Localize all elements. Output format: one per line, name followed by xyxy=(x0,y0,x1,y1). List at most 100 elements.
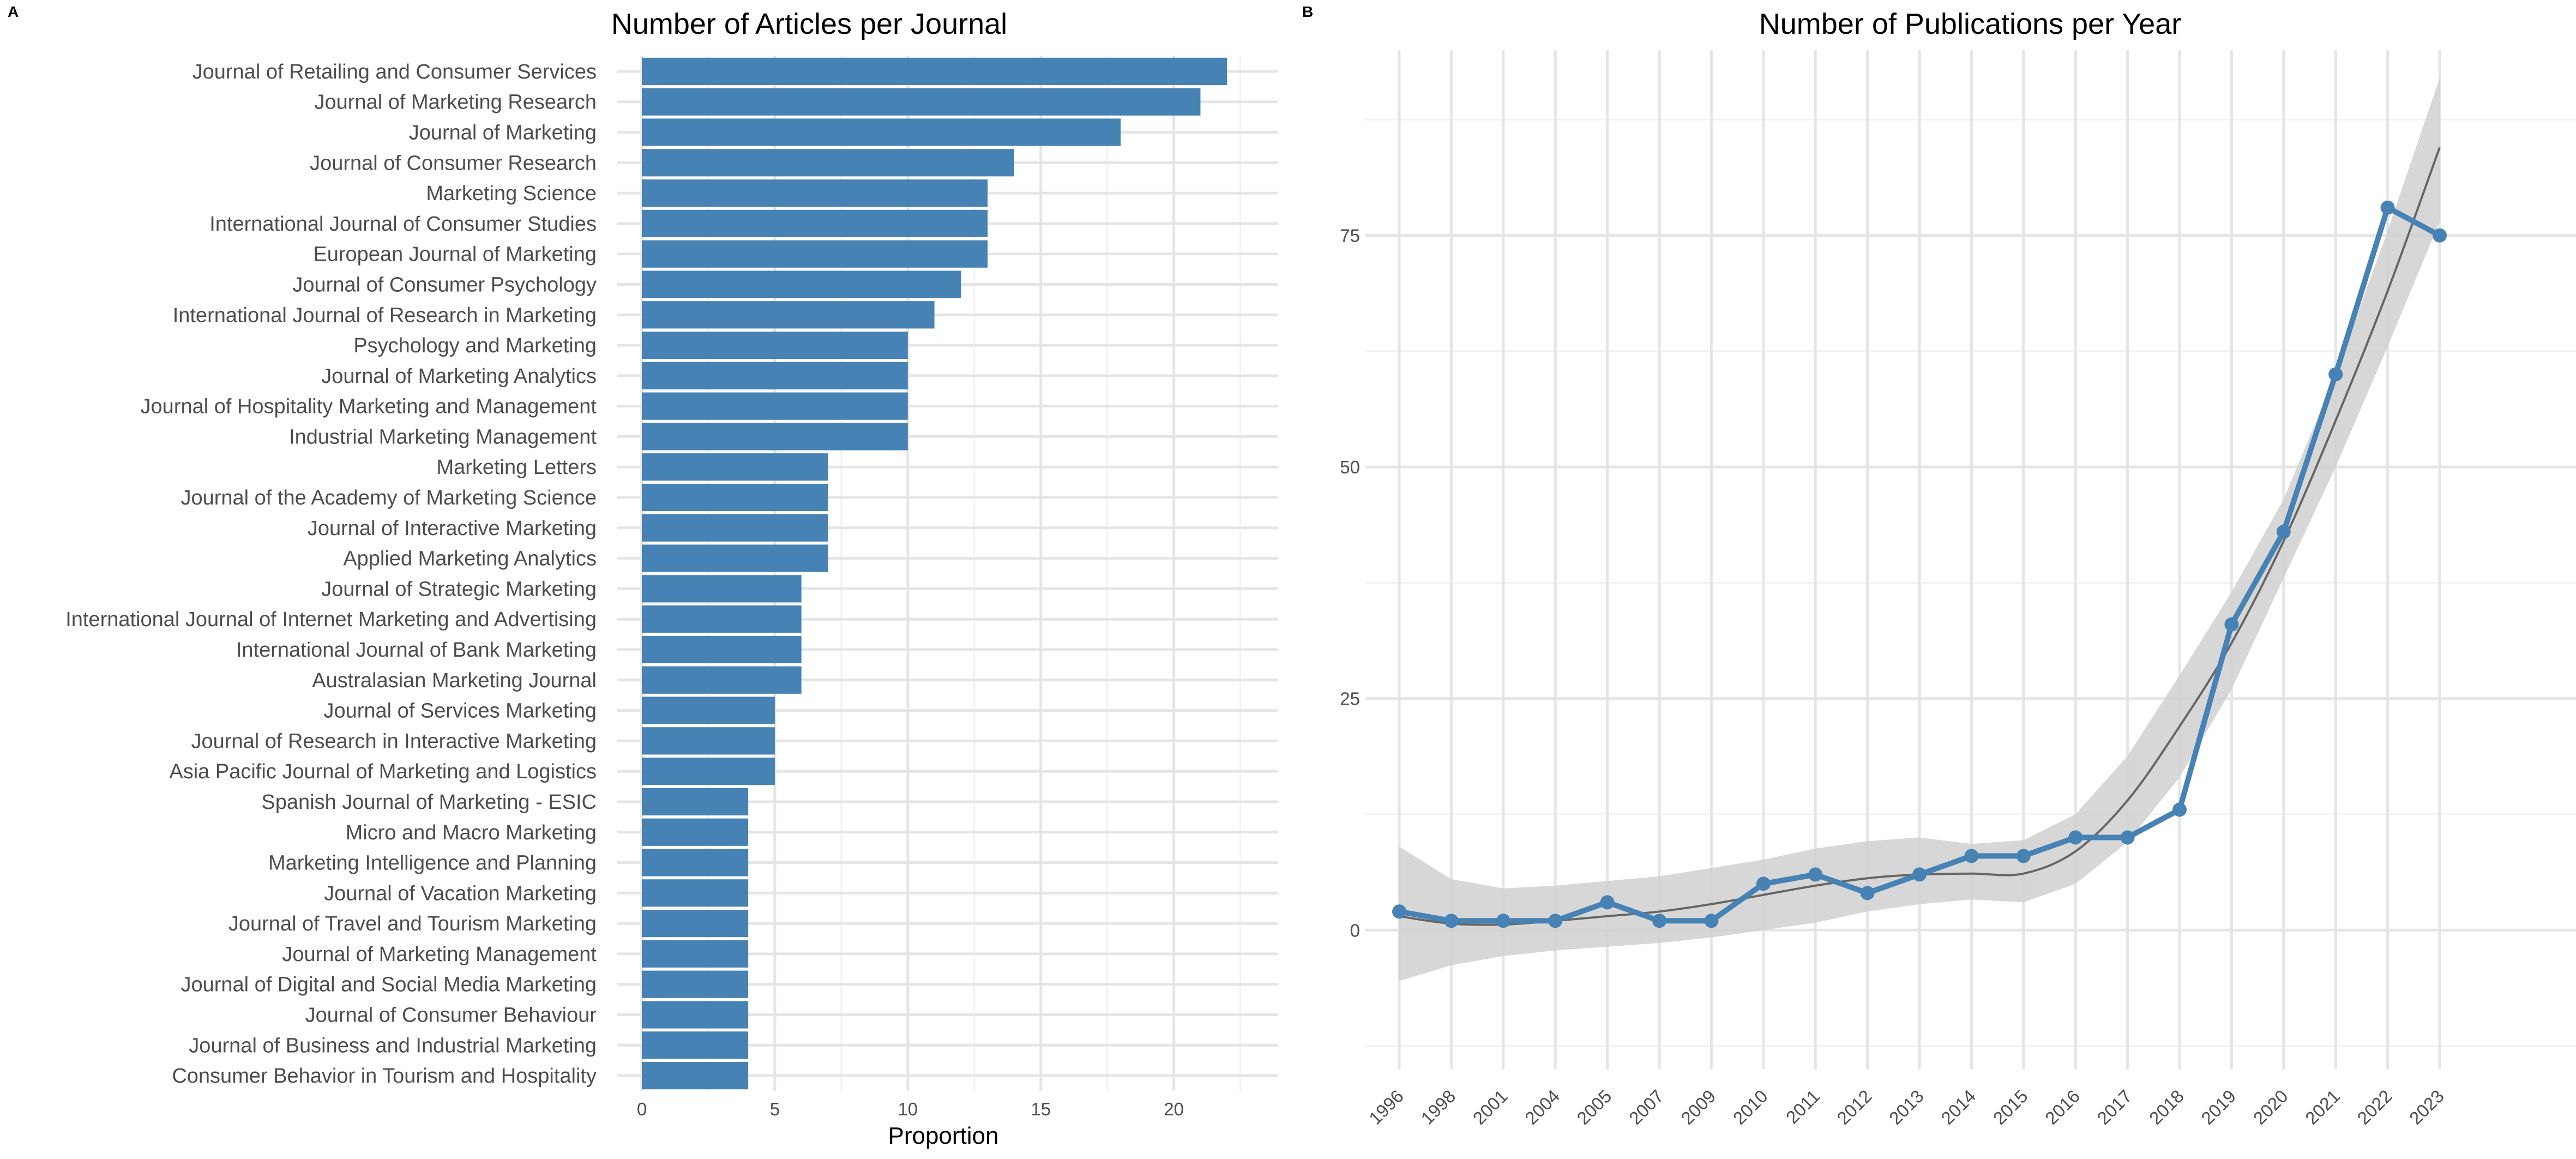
trend-line xyxy=(1399,147,2441,926)
bar-chart-title: Number of Articles per Journal xyxy=(611,8,1007,40)
bar xyxy=(642,1061,749,1090)
category-label: Marketing Science xyxy=(426,182,597,205)
category-label: Micro and Macro Marketing xyxy=(346,821,597,844)
category-label: Asia Pacific Journal of Marketing and Lo… xyxy=(169,760,597,783)
category-label: Industrial Marketing Management xyxy=(289,425,597,448)
bar-x-axis-title: Proportion xyxy=(888,1122,998,1149)
data-point xyxy=(1964,849,1979,863)
panel-b-letter: B xyxy=(1302,3,1314,20)
line-y-tick-label: 50 xyxy=(1340,457,1360,477)
bar xyxy=(642,727,775,755)
bar xyxy=(642,301,935,329)
category-label: International Journal of Consumer Studie… xyxy=(209,213,597,236)
panel-a-letter: A xyxy=(8,3,19,20)
line-y-tick-labels: 0 25 50 75 xyxy=(1340,226,1360,941)
category-label: Journal of Marketing Management xyxy=(282,943,597,966)
bar xyxy=(642,240,988,268)
line-x-tick-label: 2009 xyxy=(1677,1086,1719,1128)
bar xyxy=(642,57,1227,86)
category-label: Journal of Business and Industrial Marke… xyxy=(189,1034,597,1057)
line-x-tick-label: 2005 xyxy=(1573,1086,1615,1128)
bar-chart-journals: Number of Articles per Journal Journal o… xyxy=(65,8,1278,1149)
category-label: Journal of Strategic Marketing xyxy=(321,578,597,600)
line-x-tick-label: 2015 xyxy=(1989,1086,2032,1128)
category-label: Consumer Behavior in Tourism and Hospita… xyxy=(172,1065,597,1088)
category-label: Australasian Marketing Journal xyxy=(312,669,597,692)
category-label: Spanish Journal of Marketing - ESIC xyxy=(261,791,597,814)
bar xyxy=(642,271,961,298)
line-x-tick-label: 2004 xyxy=(1521,1086,1563,1128)
bar-x-tick-label: 10 xyxy=(898,1099,918,1119)
bar xyxy=(642,1001,749,1029)
data-point xyxy=(2328,367,2343,382)
category-label: Journal of Interactive Marketing xyxy=(308,517,597,540)
data-point xyxy=(1600,895,1615,910)
data-point xyxy=(1548,914,1563,928)
bar xyxy=(642,970,749,998)
line-x-tick-label: 2001 xyxy=(1469,1086,1512,1128)
bar xyxy=(642,453,828,481)
bar xyxy=(642,544,828,572)
category-label: Journal of Consumer Research xyxy=(310,152,597,175)
data-point xyxy=(2224,617,2239,632)
bar xyxy=(642,331,908,359)
bar-x-tick-labels: 0 5 10 15 20 xyxy=(637,1099,1184,1119)
bar xyxy=(642,179,988,207)
data-point xyxy=(1756,876,1771,891)
bar-x-tick-label: 15 xyxy=(1031,1099,1051,1119)
data-point xyxy=(1496,914,1510,928)
category-label: International Journal of Research in Mar… xyxy=(173,304,597,327)
line-x-tick-label: 1998 xyxy=(1417,1086,1459,1128)
line-chart-title: Number of Publications per Year xyxy=(1759,8,2181,40)
bar xyxy=(642,149,1014,177)
confidence-band xyxy=(1399,77,2440,981)
bar xyxy=(642,940,749,968)
line-y-tick-label: 25 xyxy=(1340,689,1360,709)
data-point xyxy=(1392,904,1406,919)
line-x-tick-label: 2012 xyxy=(1833,1086,1875,1128)
bar xyxy=(642,118,1121,146)
line-x-tick-label: 2018 xyxy=(2145,1086,2188,1128)
bar xyxy=(642,362,908,389)
category-label: Journal of Vacation Marketing xyxy=(324,882,597,905)
bar-category-labels: Journal of Retailing and Consumer Servic… xyxy=(65,61,597,1088)
category-label: Journal of Research in Interactive Marke… xyxy=(191,730,597,753)
data-point xyxy=(2016,849,2031,863)
line-y-tick-label: 0 xyxy=(1350,920,1360,940)
bar xyxy=(642,88,1201,116)
category-label: Journal of Travel and Tourism Marketing xyxy=(228,912,597,935)
bar xyxy=(642,483,828,512)
data-point xyxy=(2380,200,2395,215)
data-point xyxy=(2120,830,2135,845)
category-label: Journal of Services Marketing xyxy=(323,700,597,723)
line-x-tick-label: 2007 xyxy=(1625,1086,1668,1128)
data-point xyxy=(2433,228,2447,243)
data-point xyxy=(1652,914,1666,928)
category-label: Journal of Marketing xyxy=(409,121,597,144)
line-x-tick-label: 2019 xyxy=(2197,1086,2240,1128)
bar xyxy=(642,818,749,846)
line-x-tick-label: 2021 xyxy=(2301,1086,2344,1128)
bar xyxy=(642,605,802,633)
category-label: Journal of Marketing Analytics xyxy=(321,365,597,388)
category-label: Journal of Marketing Research xyxy=(315,91,597,114)
line-x-tick-labels: 1996 1998 2001 2004 2005 2007 2009 2010 2011 2012… xyxy=(1365,1086,2448,1128)
data-point xyxy=(1912,867,1927,882)
line-x-tick-label: 2022 xyxy=(2353,1086,2396,1128)
line-x-tick-label: 1996 xyxy=(1365,1086,1407,1128)
category-label: Journal of the Academy of Marketing Scie… xyxy=(180,487,597,509)
bar xyxy=(642,910,749,938)
bar xyxy=(642,696,775,724)
bar-x-tick-label: 20 xyxy=(1164,1099,1184,1119)
bar xyxy=(642,666,802,694)
bar xyxy=(642,209,988,237)
line-x-tick-label: 2014 xyxy=(1937,1086,1979,1128)
data-point xyxy=(1860,886,1875,900)
bar xyxy=(642,788,749,816)
category-label: European Journal of Marketing xyxy=(313,243,597,266)
bar xyxy=(642,849,749,876)
line-chart-years: Number of Publications per Year 0255075 … xyxy=(1340,8,2576,1128)
line-x-tick-label: 2011 xyxy=(1782,1086,1823,1127)
category-label: Applied Marketing Analytics xyxy=(343,548,597,571)
bar xyxy=(642,879,749,907)
